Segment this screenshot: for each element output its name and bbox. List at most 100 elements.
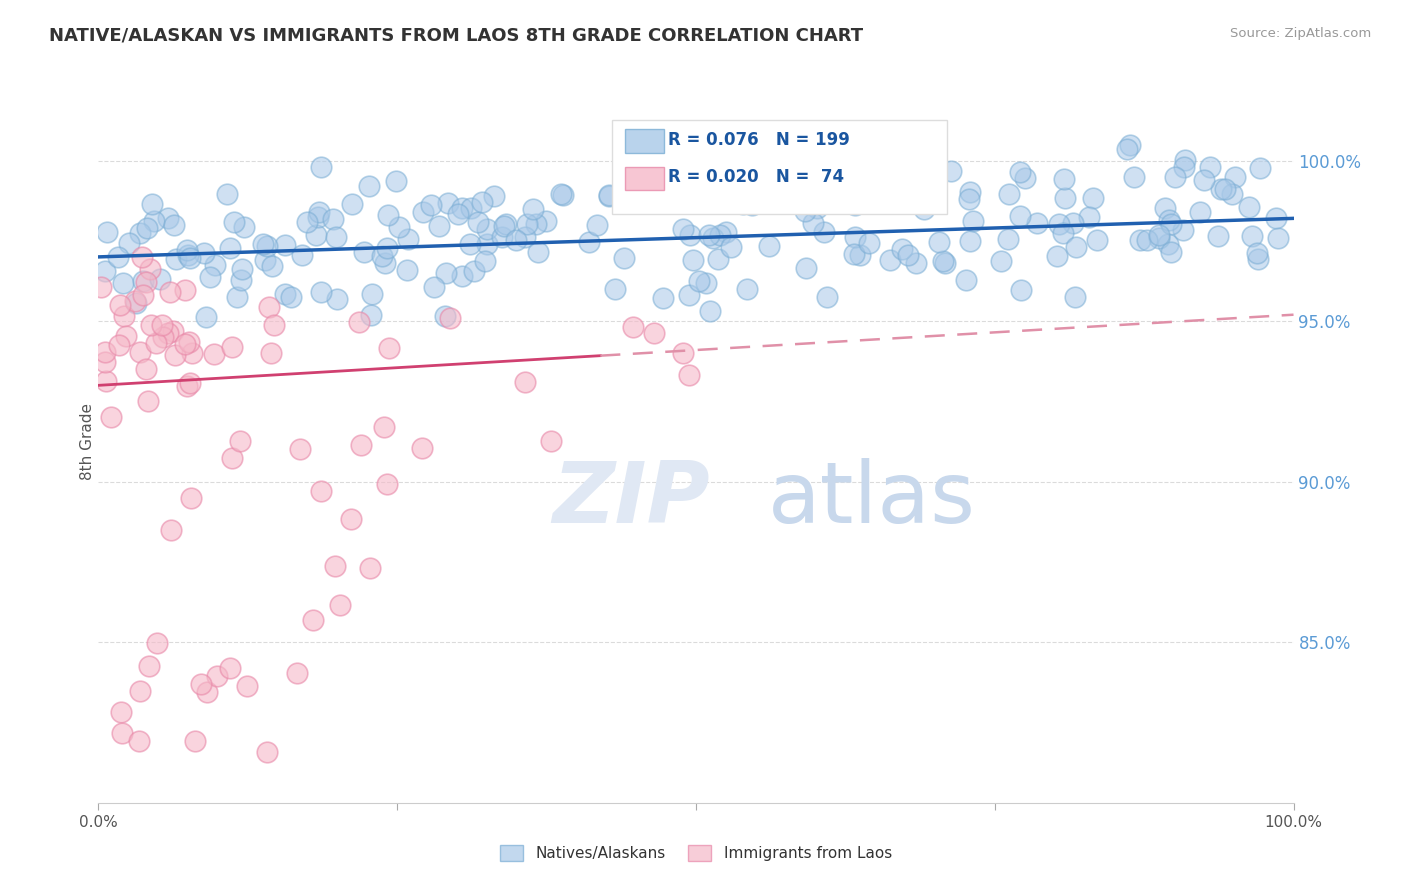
Point (388, 219, 411, 234)
Point (160, 523, 183, 537)
Point (551, 188, 574, 202)
Point (94, 374, 117, 388)
Point (110, 298, 132, 312)
Point (633, 137, 655, 152)
Point (699, 304, 721, 318)
Point (433, 309, 456, 323)
Point (613, 251, 636, 265)
Point (132, 287, 155, 301)
Point (350, 438, 373, 452)
Point (1119, 137, 1142, 152)
Point (135, 275, 157, 289)
Text: atlas: atlas (768, 458, 976, 541)
Point (1010, 283, 1032, 297)
Point (928, 235, 950, 250)
Point (236, 679, 259, 693)
Point (1211, 182, 1233, 196)
Point (578, 235, 600, 249)
Point (1222, 187, 1244, 202)
Point (1157, 236, 1180, 251)
Point (1010, 165, 1032, 179)
Point (181, 346, 204, 360)
Point (959, 234, 981, 248)
Point (1154, 201, 1177, 215)
Point (311, 160, 333, 174)
Point (118, 235, 141, 250)
Point (477, 237, 499, 252)
Point (844, 198, 866, 212)
Point (598, 188, 620, 202)
Point (174, 337, 197, 351)
Point (897, 248, 920, 262)
Point (679, 227, 702, 242)
Point (707, 252, 730, 266)
Point (260, 259, 283, 273)
Point (219, 660, 242, 674)
Point (156, 326, 179, 340)
Point (806, 201, 828, 215)
Point (997, 232, 1019, 246)
Point (513, 230, 536, 244)
Point (108, 337, 131, 351)
Point (688, 274, 710, 288)
Point (524, 217, 547, 231)
Point (139, 262, 162, 277)
Point (1265, 211, 1288, 226)
Point (152, 330, 174, 344)
Point (205, 669, 228, 683)
Point (1085, 234, 1108, 248)
Point (360, 286, 382, 301)
Y-axis label: 8th Grade: 8th Grade (80, 403, 94, 480)
Point (221, 451, 243, 466)
Point (1241, 228, 1264, 243)
Point (325, 559, 347, 574)
Point (129, 344, 152, 359)
Point (801, 216, 824, 230)
Point (1189, 205, 1212, 219)
Point (349, 315, 371, 329)
Point (260, 346, 283, 360)
Point (254, 252, 277, 267)
Point (229, 434, 252, 448)
Point (359, 561, 381, 575)
Point (329, 598, 352, 612)
Point (621, 320, 644, 334)
Point (340, 511, 363, 525)
Point (149, 271, 172, 285)
Point (709, 227, 731, 242)
Point (1025, 216, 1047, 230)
Point (505, 233, 527, 247)
Point (231, 272, 253, 286)
Point (305, 227, 328, 242)
Point (360, 308, 382, 322)
Point (395, 263, 418, 277)
Point (131, 251, 153, 265)
Text: ZIP: ZIP (553, 458, 710, 541)
Point (307, 210, 329, 224)
Point (274, 286, 297, 301)
Point (280, 290, 302, 304)
Point (1171, 223, 1194, 237)
Point (142, 213, 165, 227)
Point (285, 665, 308, 680)
Point (90, 279, 112, 293)
Point (813, 225, 835, 239)
Point (159, 285, 181, 300)
Point (124, 294, 146, 309)
Point (711, 196, 734, 211)
Point (844, 230, 866, 244)
Point (378, 341, 401, 355)
Point (412, 204, 434, 219)
Point (879, 252, 901, 267)
Point (377, 241, 399, 255)
Point (156, 211, 179, 225)
Point (311, 484, 333, 499)
Point (1246, 246, 1268, 260)
Text: Source: ZipAtlas.com: Source: ZipAtlas.com (1230, 27, 1371, 40)
Point (141, 197, 163, 211)
Point (184, 734, 207, 748)
Point (252, 237, 274, 252)
Point (125, 295, 148, 310)
Point (727, 192, 749, 206)
Point (322, 211, 344, 226)
